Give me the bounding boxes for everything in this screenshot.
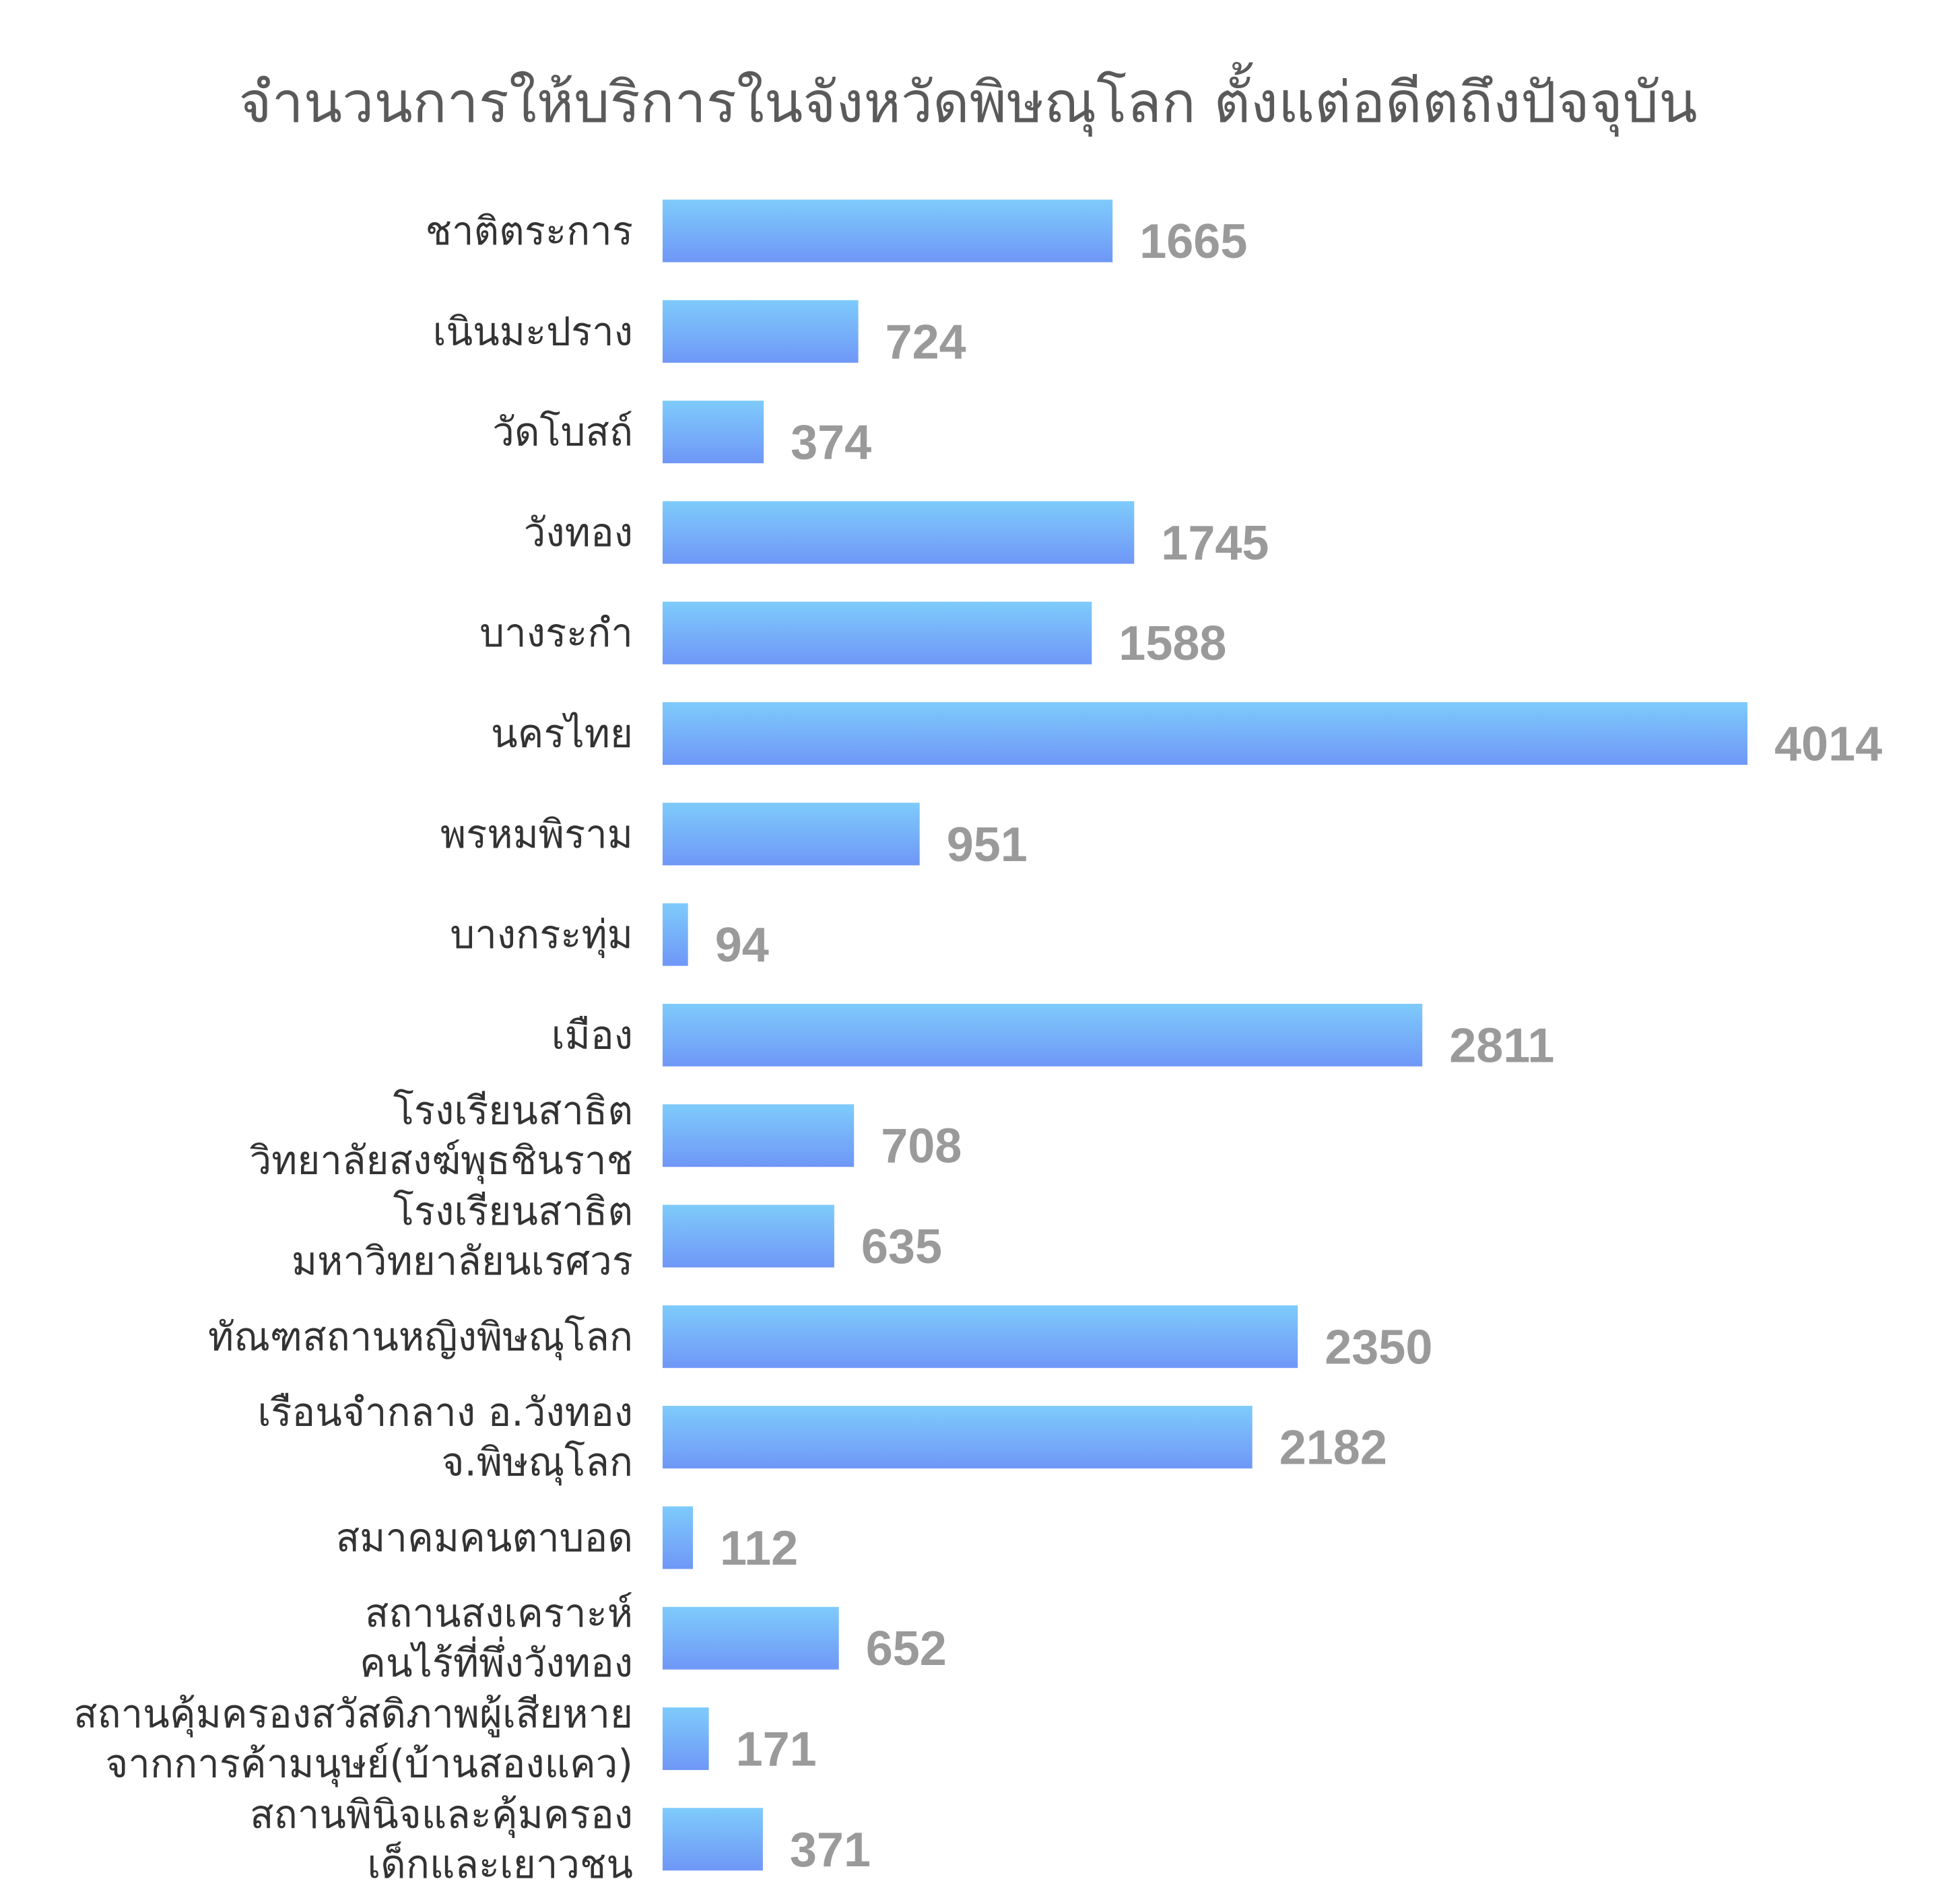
- bar-16: [663, 1808, 763, 1871]
- bar-7: [663, 903, 688, 966]
- value-label-15: 171: [736, 1723, 817, 1777]
- bar-13: [663, 1506, 693, 1569]
- value-label-11: 2350: [1325, 1320, 1432, 1374]
- category-label-12: เรือนจำกลาง อ.วังทองจ.พิษณุโลก: [257, 1390, 633, 1487]
- value-label-4: 1588: [1119, 617, 1226, 671]
- category-label-6: พรหมพิราม: [440, 811, 633, 857]
- bar-8: [663, 1003, 1423, 1066]
- category-label-10: โรงเรียนสาธิตมหาวิทยาลัยนเรศวร: [292, 1188, 633, 1284]
- bar-4: [663, 601, 1092, 665]
- bar-5: [663, 702, 1747, 765]
- value-label-16: 371: [790, 1823, 871, 1877]
- category-label-14: สถานสงเคราะห์คนไร้ที่พึ่งวังทอง: [360, 1590, 633, 1686]
- category-label-4: บางระกำ: [479, 610, 633, 656]
- value-label-8: 2811: [1449, 1019, 1554, 1073]
- value-label-3: 1745: [1161, 516, 1269, 570]
- value-label-10: 635: [861, 1220, 942, 1274]
- chart-title: จำนวนการให้บริการในจังหวัดพิษณุโลก ตั้งแ…: [238, 69, 1698, 135]
- bar-14: [663, 1606, 839, 1670]
- value-label-14: 652: [866, 1622, 947, 1676]
- value-label-2: 374: [791, 416, 871, 470]
- bar-3: [663, 501, 1135, 564]
- category-label-2: วัดโบสถ์: [492, 409, 633, 455]
- bar-9: [663, 1104, 855, 1167]
- value-label-9: 708: [881, 1120, 962, 1174]
- bar-12: [663, 1406, 1253, 1469]
- value-label-5: 4014: [1774, 718, 1882, 772]
- bar-2: [663, 401, 764, 464]
- category-label-3: วังทอง: [524, 510, 633, 555]
- value-label-12: 2182: [1279, 1421, 1387, 1475]
- bar-0: [663, 199, 1113, 263]
- bar-15: [663, 1707, 709, 1770]
- category-label-11: ทัณฑสถานหญิงพิษณุโลก: [208, 1314, 633, 1361]
- category-label-13: สมาคมคนตาบอด: [336, 1515, 633, 1561]
- category-label-9: โรงเรียนสาธิตวิทยาลัยสงฆ์พุธชินราช: [250, 1088, 633, 1185]
- category-label-1: เนินมะปราง: [433, 308, 633, 354]
- bars-layer: 1665 ชาติตระการ 724 เนินมะปราง 374 วัดโบสถ์ 17…: [73, 199, 1882, 1887]
- category-label-7: บางกระทุ่ม: [450, 912, 633, 959]
- value-label-1: 724: [886, 315, 966, 369]
- value-label-7: 94: [715, 918, 769, 972]
- bar-10: [663, 1204, 834, 1268]
- bar-11: [663, 1305, 1298, 1368]
- category-label-5: นครไทย: [491, 711, 633, 757]
- category-label-15: สถานคุ้มครองสวัสดิภาพผู้เสียหายจากการค้า…: [73, 1691, 633, 1788]
- value-label-6: 951: [947, 818, 1028, 872]
- bar-1: [663, 300, 859, 363]
- value-label-13: 112: [720, 1522, 798, 1575]
- category-label-16: สถานพินิจและคุ้มครองเด็กและเยาวชน: [250, 1792, 633, 1887]
- value-label-0: 1665: [1139, 215, 1247, 269]
- category-label-0: ชาติตระการ: [426, 208, 633, 254]
- category-label-8: เมือง: [552, 1012, 633, 1058]
- bar-6: [663, 803, 920, 866]
